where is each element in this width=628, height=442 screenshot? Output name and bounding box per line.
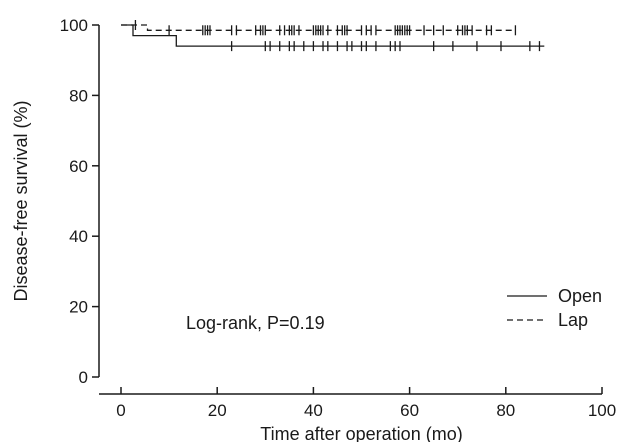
x-tick-label: 60	[400, 401, 419, 420]
annotation-log-rank: Log-rank, P=0.19	[186, 313, 325, 333]
y-tick-label: 40	[69, 227, 88, 246]
x-tick-label: 20	[208, 401, 227, 420]
legend: Open Lap	[507, 286, 602, 330]
y-axis-title: Disease-free survival (%)	[11, 100, 31, 301]
series-lines	[121, 20, 545, 52]
legend-label-lap: Lap	[558, 310, 588, 330]
y-tick-label: 60	[69, 157, 88, 176]
x-tick-label: 0	[116, 401, 125, 420]
y-tick-label: 80	[69, 86, 88, 105]
series-line-open	[121, 24, 545, 47]
y-tick-label: 0	[79, 368, 88, 387]
x-tick-label: 80	[496, 401, 515, 420]
series-line-lap	[121, 24, 516, 31]
x-axis-title: Time after operation (mo)	[260, 424, 462, 442]
x-axis: 0 20 40 60 80 100	[99, 387, 616, 420]
y-tick-label: 20	[69, 298, 88, 317]
y-axis: 0 20 40 60 80 100	[60, 16, 100, 387]
x-tick-label: 40	[304, 401, 323, 420]
x-tick-label: 100	[588, 401, 616, 420]
y-tick-label: 100	[60, 16, 88, 35]
legend-label-open: Open	[558, 286, 602, 306]
